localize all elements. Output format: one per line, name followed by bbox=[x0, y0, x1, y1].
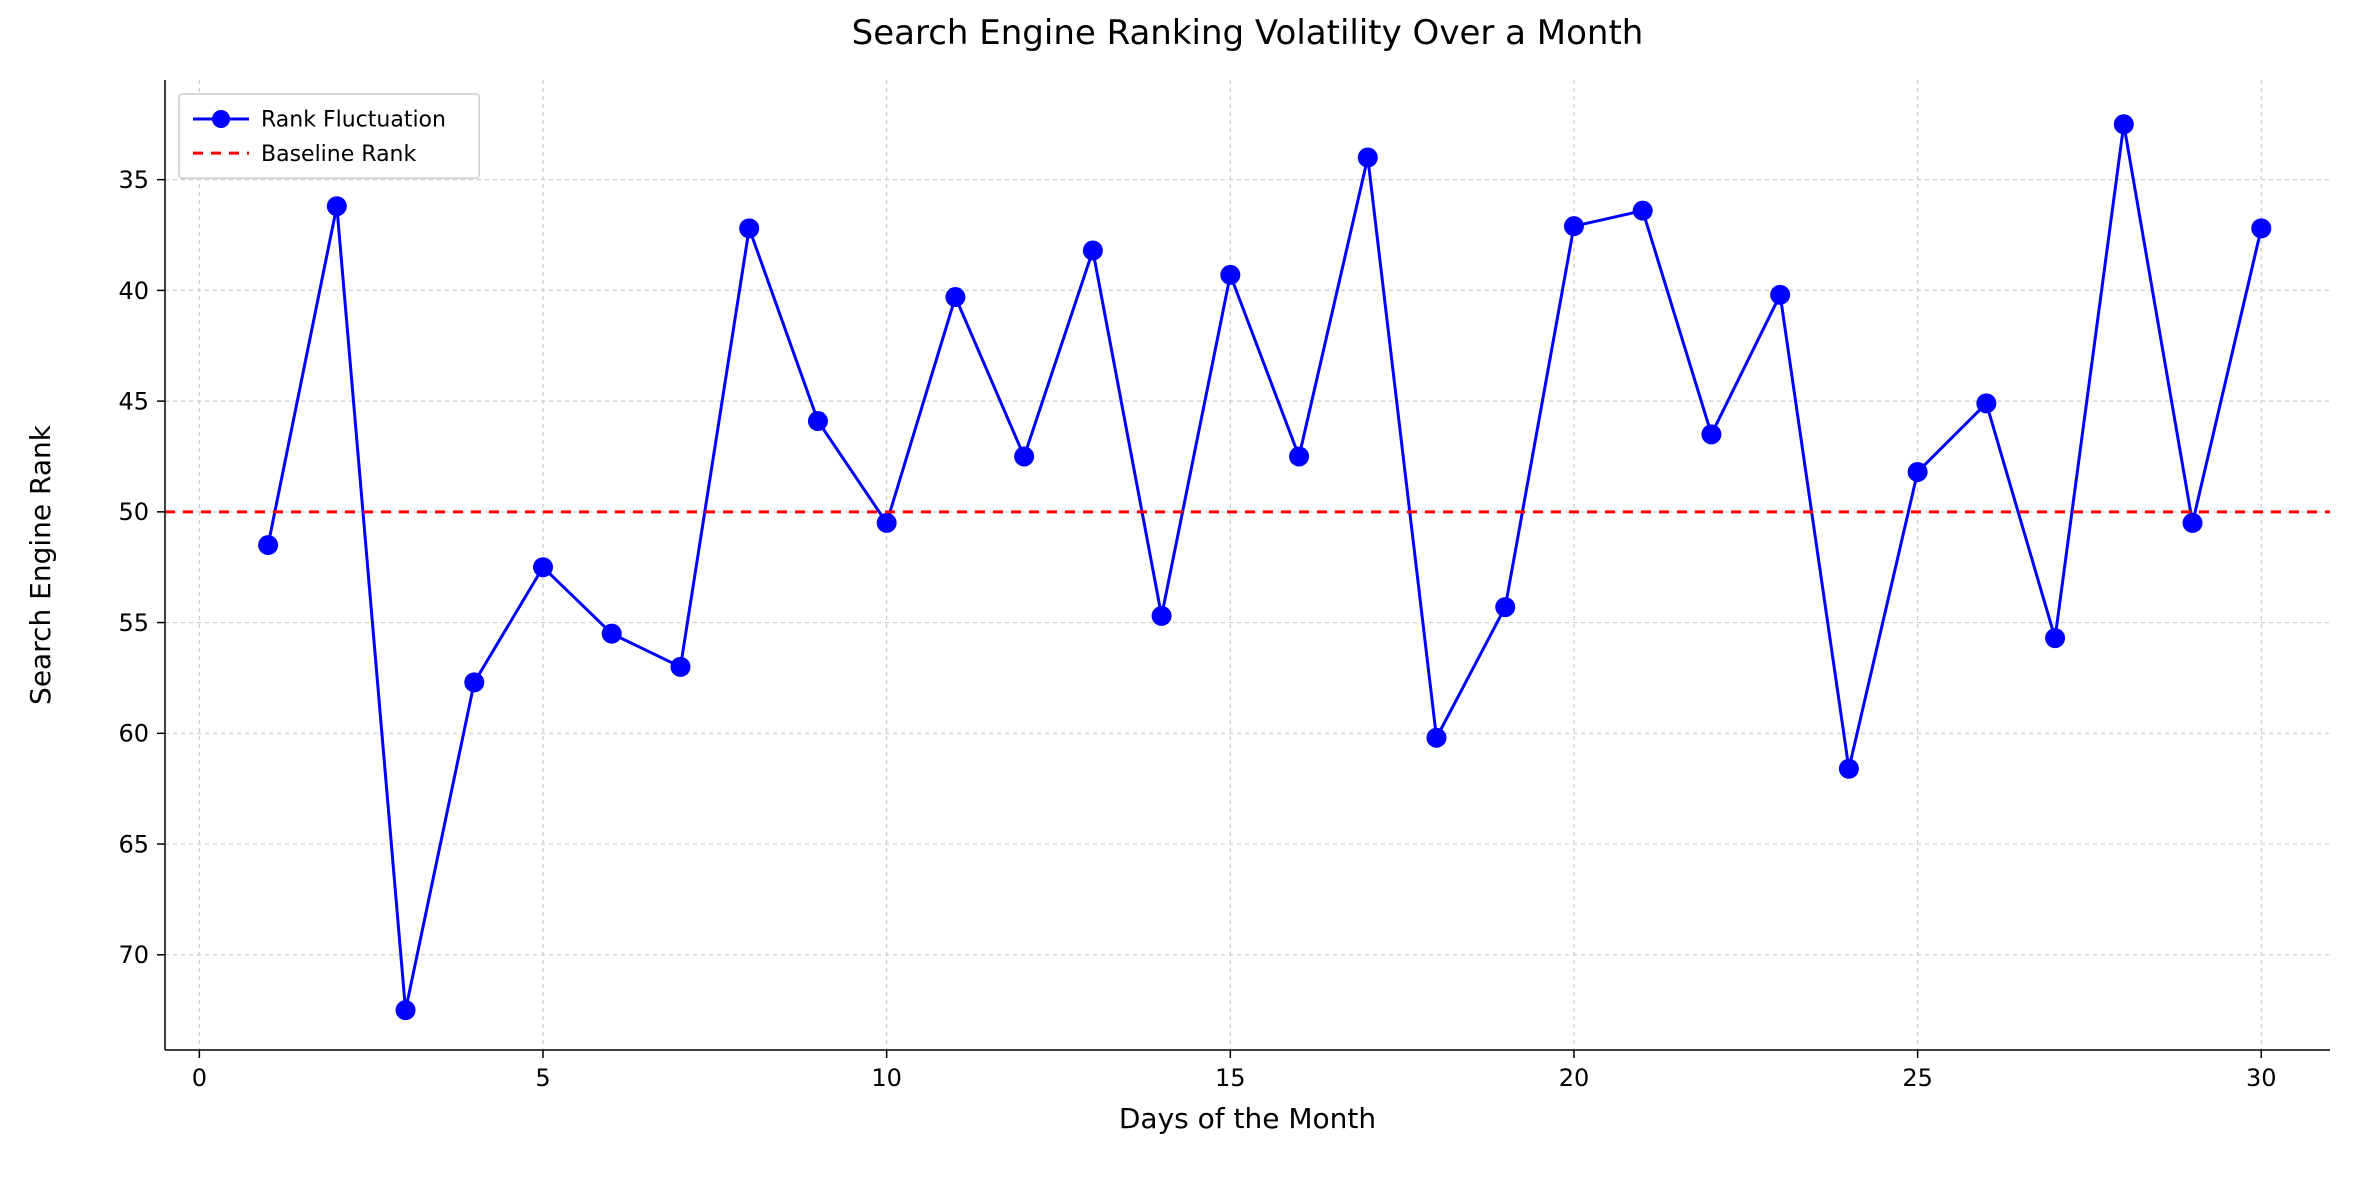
data-point bbox=[533, 557, 553, 577]
chart-container: 0 5 10 15 20 25 30 35 40 45 50 55 60 65 70 Days of the … bbox=[0, 0, 2379, 1180]
data-point bbox=[1152, 606, 1172, 626]
x-tick-label: 20 bbox=[1559, 1064, 1590, 1092]
data-point bbox=[2045, 628, 2065, 648]
data-point bbox=[1083, 241, 1103, 261]
data-point bbox=[327, 196, 347, 216]
y-tick-label: 45 bbox=[118, 388, 149, 416]
data-point bbox=[1495, 597, 1515, 617]
data-point bbox=[1770, 285, 1790, 305]
data-point bbox=[2251, 218, 2271, 238]
y-tick-label: 60 bbox=[118, 720, 149, 748]
y-tick-label: 55 bbox=[118, 609, 149, 637]
x-tick-label: 25 bbox=[1902, 1064, 1933, 1092]
legend-label: Rank Fluctuation bbox=[261, 108, 446, 133]
data-point bbox=[1358, 148, 1378, 168]
legend: Rank Fluctuation Baseline Rank bbox=[179, 94, 479, 178]
x-axis-label: Days of the Month bbox=[1119, 1102, 1376, 1135]
data-point bbox=[2183, 513, 2203, 533]
data-point bbox=[464, 672, 484, 692]
chart-svg: 0 5 10 15 20 25 30 35 40 45 50 55 60 65 70 Days of the … bbox=[0, 0, 2379, 1180]
x-tick-label: 0 bbox=[192, 1064, 207, 1092]
y-tick-label: 40 bbox=[118, 277, 149, 305]
data-point bbox=[739, 218, 759, 238]
x-tick-label: 30 bbox=[2246, 1064, 2277, 1092]
data-point bbox=[602, 624, 622, 644]
data-point bbox=[1014, 446, 1034, 466]
x-tick-label: 10 bbox=[871, 1064, 902, 1092]
data-point bbox=[2114, 114, 2134, 134]
data-point bbox=[258, 535, 278, 555]
data-point bbox=[1701, 424, 1721, 444]
data-point bbox=[670, 657, 690, 677]
data-point bbox=[1839, 759, 1859, 779]
y-axis-label: Search Engine Rank bbox=[24, 424, 57, 705]
data-point bbox=[945, 287, 965, 307]
chart-title: Search Engine Ranking Volatility Over a … bbox=[852, 13, 1644, 53]
data-point bbox=[1289, 446, 1309, 466]
data-point bbox=[1908, 462, 1928, 482]
y-tick-label: 50 bbox=[118, 498, 149, 526]
data-point bbox=[396, 1000, 416, 1020]
y-tick-label: 65 bbox=[118, 830, 149, 858]
legend-label: Baseline Rank bbox=[261, 142, 416, 167]
data-point bbox=[877, 513, 897, 533]
y-tick-label: 35 bbox=[118, 166, 149, 194]
x-tick-label: 15 bbox=[1215, 1064, 1246, 1092]
data-point bbox=[1220, 265, 1240, 285]
x-tick-label: 5 bbox=[535, 1064, 550, 1092]
data-point bbox=[1564, 216, 1584, 236]
y-tick-label: 70 bbox=[118, 941, 149, 969]
data-point bbox=[1633, 201, 1653, 221]
data-point bbox=[1427, 728, 1447, 748]
data-point bbox=[808, 411, 828, 431]
data-point bbox=[1976, 393, 1996, 413]
